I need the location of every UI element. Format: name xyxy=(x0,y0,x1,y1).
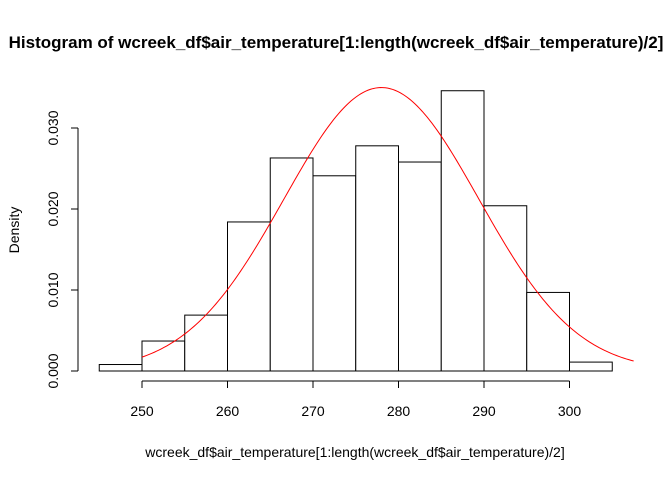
histogram-bar-1 xyxy=(141,340,186,372)
histogram-bar-7 xyxy=(398,161,442,372)
y-tick-label-3: 0.030 xyxy=(45,110,61,145)
y-tick-label-1: 0.010 xyxy=(45,272,61,307)
y-axis-label: Density xyxy=(6,207,22,254)
x-axis: 250 260 270 280 290 300 xyxy=(130,380,582,419)
histogram-bar-11 xyxy=(569,361,613,372)
histogram-bar-3 xyxy=(227,221,271,372)
x-tick-label-2: 270 xyxy=(301,403,325,419)
histogram-bar-2 xyxy=(184,314,228,372)
histogram-bar-5 xyxy=(312,175,357,372)
histogram-bar-0 xyxy=(98,364,143,372)
histogram-bar-6 xyxy=(355,145,399,372)
histogram-bar-8 xyxy=(440,90,485,372)
y-axis: 0.000 0.010 0.020 0.030 xyxy=(45,110,79,389)
chart-title: Histogram of wcreek_df$air_temperature[1… xyxy=(9,33,664,52)
x-tick-label-0: 250 xyxy=(130,403,154,419)
x-tick-label-5: 300 xyxy=(558,403,582,419)
histogram-bar-9 xyxy=(483,205,528,372)
histogram-bar-10 xyxy=(526,291,570,372)
x-axis-label: wcreek_df$air_temperature[1:length(wcree… xyxy=(144,444,564,460)
y-tick-label-0: 0.000 xyxy=(45,353,61,388)
x-tick-label-1: 260 xyxy=(216,403,240,419)
density-curve xyxy=(141,87,634,362)
x-tick-label-3: 280 xyxy=(387,403,411,419)
histogram-bars xyxy=(98,90,613,372)
histogram-bar-4 xyxy=(269,157,314,372)
y-tick-label-2: 0.020 xyxy=(45,191,61,226)
x-tick-label-4: 290 xyxy=(472,403,496,419)
